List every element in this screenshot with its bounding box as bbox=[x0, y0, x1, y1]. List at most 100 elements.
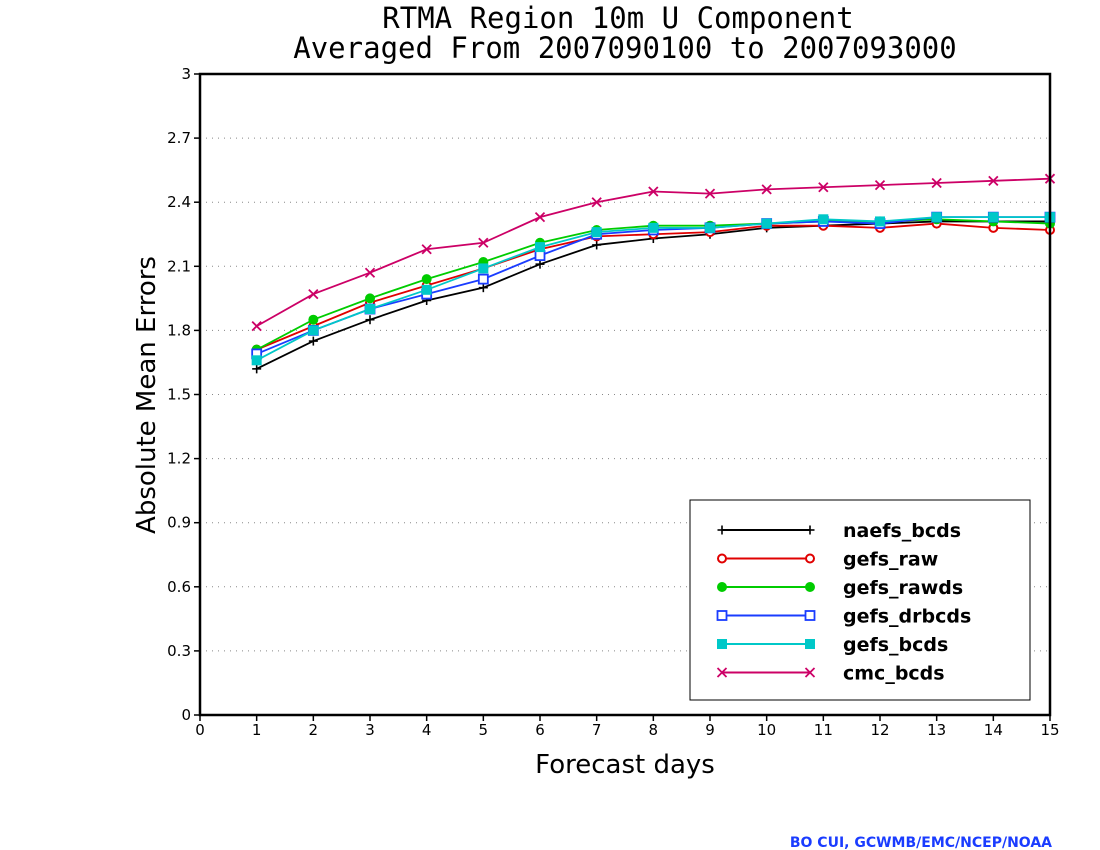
x-tick-label: 7 bbox=[592, 721, 602, 739]
legend-marker bbox=[805, 525, 815, 535]
legend-label: gefs_bcds bbox=[843, 634, 948, 656]
data-point-gefs_bcds bbox=[591, 227, 602, 238]
x-tick-label: 14 bbox=[984, 721, 1003, 739]
data-point-cmc_bcds bbox=[308, 288, 319, 300]
data-point-naefs_bcds bbox=[252, 364, 262, 374]
legend-marker bbox=[804, 610, 816, 621]
x-tick-label: 5 bbox=[479, 721, 489, 739]
y-tick-label: 1.2 bbox=[167, 450, 191, 468]
legend-item-gefs_raw: gefs_raw bbox=[717, 549, 938, 571]
legend-marker bbox=[717, 525, 727, 535]
series-gefs_drbcds bbox=[251, 211, 1056, 360]
y-tick-label: 1.5 bbox=[167, 386, 191, 404]
data-point-gefs_bcds bbox=[251, 355, 262, 366]
plot-series bbox=[251, 173, 1056, 374]
legend-label: cmc_bcds bbox=[843, 663, 945, 685]
legend-marker bbox=[716, 610, 728, 621]
chart-subtitle: Averaged From 2007090100 to 2007093000 bbox=[293, 31, 956, 65]
data-point-naefs_bcds bbox=[365, 315, 375, 325]
legend-item-naefs_bcds: naefs_bcds bbox=[717, 520, 961, 542]
data-point-gefs_drbcds bbox=[534, 250, 546, 262]
data-point-cmc_bcds bbox=[534, 212, 546, 223]
y-tick-label: 1.8 bbox=[167, 321, 191, 339]
y-tick-label: 0.3 bbox=[167, 642, 191, 660]
chart-title: RTMA Region 10m U Component bbox=[382, 1, 853, 35]
data-point-cmc_bcds bbox=[251, 320, 262, 332]
legend-marker bbox=[717, 582, 727, 592]
data-point-naefs_bcds bbox=[535, 259, 545, 269]
legend: naefs_bcds gefs_raw gefs_rawds gefs_drbcdsg… bbox=[689, 499, 1031, 701]
data-point-gefs_bcds bbox=[988, 212, 999, 223]
legend-marker bbox=[804, 667, 816, 678]
x-axis-title: Forecast days bbox=[535, 750, 715, 780]
data-point-gefs_bcds bbox=[535, 242, 545, 253]
x-tick-label: 0 bbox=[195, 721, 205, 739]
series-gefs_bcds bbox=[251, 212, 1055, 366]
data-point-gefs_bcds bbox=[365, 304, 375, 315]
legend-label: gefs_rawds bbox=[843, 577, 963, 599]
legend-item-cmc_bcds: cmc_bcds bbox=[716, 663, 945, 685]
data-point-cmc_bcds bbox=[704, 188, 716, 199]
x-tick-label: 4 bbox=[422, 721, 432, 739]
data-point-cmc_bcds bbox=[478, 237, 489, 248]
y-tick-label: 3 bbox=[181, 65, 191, 83]
y-tick-label: 2.1 bbox=[167, 257, 191, 275]
series-cmc_bcds bbox=[251, 173, 1056, 332]
legend-label: gefs_drbcds bbox=[843, 606, 971, 628]
legend-marker bbox=[805, 639, 815, 649]
legend-marker bbox=[805, 553, 815, 564]
credit-text: BO CUI, GCWMB/EMC/NCEP/NOAA bbox=[790, 835, 1052, 850]
data-point-naefs_bcds bbox=[478, 283, 488, 293]
data-point-gefs_bcds bbox=[705, 222, 715, 233]
legend-marker bbox=[717, 553, 727, 564]
y-axis: 0 0.3 0.6 0.9 1.2 1.5 1.8 2.1 2.4 2.7 3 bbox=[167, 65, 200, 724]
data-point-cmc_bcds bbox=[591, 197, 602, 208]
legend-marker bbox=[717, 639, 727, 649]
legend-label: gefs_raw bbox=[843, 549, 938, 571]
x-tick-label: 1 bbox=[252, 721, 262, 739]
legend-marker bbox=[805, 582, 815, 592]
data-point-gefs_bcds bbox=[478, 263, 489, 274]
x-tick-label: 6 bbox=[535, 721, 545, 739]
y-tick-label: 0 bbox=[181, 706, 191, 724]
legend-marker bbox=[716, 667, 728, 678]
x-tick-label: 11 bbox=[814, 721, 833, 739]
y-tick-label: 0.9 bbox=[167, 514, 191, 532]
x-tick-label: 2 bbox=[309, 721, 319, 739]
data-point-gefs_rawds bbox=[421, 274, 432, 285]
x-tick-label: 3 bbox=[365, 721, 375, 739]
series-line-naefs_bcds bbox=[256, 220, 1050, 370]
data-point-gefs_bcds bbox=[308, 325, 319, 336]
x-axis: 0 1 2 3 4 5 6 7 8 9 10 11 12 13 14 15 bbox=[195, 715, 1060, 739]
data-point-cmc_bcds bbox=[364, 267, 376, 278]
data-point-cmc_bcds bbox=[988, 175, 999, 186]
data-point-gefs_bcds bbox=[761, 218, 772, 229]
data-point-naefs_bcds bbox=[308, 336, 318, 346]
data-point-cmc_bcds bbox=[818, 182, 829, 193]
x-tick-label: 10 bbox=[757, 721, 776, 739]
x-tick-label: 13 bbox=[927, 721, 946, 739]
y-tick-label: 0.6 bbox=[167, 578, 191, 596]
y-axis-title: Absolute Mean Errors bbox=[132, 256, 162, 534]
data-point-cmc_bcds bbox=[761, 184, 772, 195]
legend-label: naefs_bcds bbox=[843, 520, 961, 542]
data-point-gefs_bcds bbox=[648, 222, 659, 233]
legend-box bbox=[689, 499, 1031, 701]
data-point-cmc_bcds bbox=[421, 244, 432, 255]
data-point-gefs_bcds bbox=[818, 214, 829, 225]
data-point-cmc_bcds bbox=[931, 177, 942, 189]
legend-item-gefs_bcds: gefs_bcds bbox=[717, 634, 948, 656]
data-point-cmc_bcds bbox=[648, 186, 659, 197]
data-point-gefs_rawds bbox=[365, 293, 375, 304]
data-point-gefs_bcds bbox=[875, 216, 885, 227]
data-point-gefs_rawds bbox=[308, 314, 319, 325]
x-tick-label: 8 bbox=[649, 721, 659, 739]
y-tick-label: 2.7 bbox=[167, 129, 191, 147]
data-point-gefs_drbcds bbox=[477, 273, 489, 285]
x-tick-label: 15 bbox=[1040, 721, 1059, 739]
data-point-naefs_bcds bbox=[592, 240, 602, 250]
data-point-gefs_bcds bbox=[421, 284, 432, 295]
legend-item-gefs_rawds: gefs_rawds bbox=[717, 577, 963, 599]
data-point-cmc_bcds bbox=[874, 179, 886, 191]
